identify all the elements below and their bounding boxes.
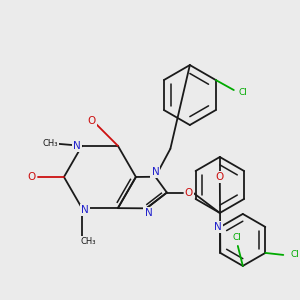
- Text: N: N: [214, 222, 222, 232]
- Text: N: N: [81, 205, 89, 215]
- Text: N: N: [73, 141, 81, 151]
- Text: N: N: [152, 167, 159, 177]
- Text: CH₃: CH₃: [80, 237, 96, 246]
- Text: Cl: Cl: [238, 88, 247, 97]
- Text: O: O: [28, 172, 36, 182]
- Text: Cl: Cl: [232, 233, 241, 242]
- Text: O: O: [216, 172, 224, 182]
- Text: O: O: [185, 188, 193, 198]
- Text: CH₃: CH₃: [42, 139, 58, 148]
- Text: Cl: Cl: [291, 250, 300, 260]
- Text: O: O: [88, 116, 96, 126]
- Text: N: N: [145, 208, 152, 218]
